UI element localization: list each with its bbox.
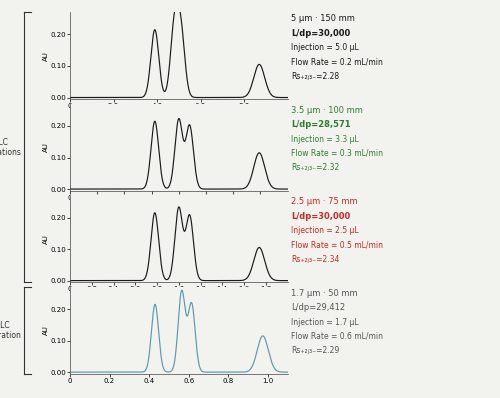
Text: Flow Rate = 0.3 mL/min: Flow Rate = 0.3 mL/min — [291, 149, 383, 158]
Y-axis label: AU: AU — [42, 234, 48, 244]
Text: L/dp=28,571: L/dp=28,571 — [291, 120, 350, 129]
Text: 2.0 min: 2.0 min — [254, 306, 288, 316]
Text: 4.0 min: 4.0 min — [254, 215, 288, 224]
Text: L/dp=30,000: L/dp=30,000 — [291, 29, 350, 38]
Text: Flow Rate = 0.2 mL/min: Flow Rate = 0.2 mL/min — [291, 57, 383, 66]
Text: 1.7 μm · 50 mm: 1.7 μm · 50 mm — [291, 289, 358, 298]
Text: Rs₊₂ⱼ₃₋=2.29: Rs₊₂ⱼ₃₋=2.29 — [291, 346, 339, 355]
Text: Injection = 3.3 μL: Injection = 3.3 μL — [291, 135, 359, 144]
Text: L/dp=30,000: L/dp=30,000 — [291, 212, 350, 221]
Text: 3.5 μm · 100 mm: 3.5 μm · 100 mm — [291, 106, 363, 115]
Text: UPLC
Separation: UPLC Separation — [0, 321, 22, 340]
Text: Injection = 1.7 μL: Injection = 1.7 μL — [291, 318, 358, 327]
Text: 2.5 μm · 75 mm: 2.5 μm · 75 mm — [291, 197, 358, 207]
Text: HPLC
Separations: HPLC Separations — [0, 138, 22, 157]
Y-axis label: AU: AU — [42, 142, 48, 152]
Text: Flow Rate = 0.6 mL/min: Flow Rate = 0.6 mL/min — [291, 332, 383, 341]
Text: 5 μm · 150 mm: 5 μm · 150 mm — [291, 14, 355, 23]
Y-axis label: AU: AU — [42, 326, 48, 335]
Text: L/dp=29,412: L/dp=29,412 — [291, 303, 345, 312]
Text: Rs₊₂ⱼ₃₋=2.28: Rs₊₂ⱼ₃₋=2.28 — [291, 72, 339, 81]
Text: Injection = 5.0 μL: Injection = 5.0 μL — [291, 43, 359, 52]
Text: Rs₊₂ⱼ₃₋=2.32: Rs₊₂ⱼ₃₋=2.32 — [291, 163, 339, 172]
Text: Flow Rate = 0.5 mL/min: Flow Rate = 0.5 mL/min — [291, 240, 383, 250]
Y-axis label: AU: AU — [42, 51, 48, 60]
Text: Injection = 2.5 μL: Injection = 2.5 μL — [291, 226, 358, 235]
Text: 10.0 min: 10.0 min — [248, 123, 288, 133]
Text: Rs₊₂ⱼ₃₋=2.34: Rs₊₂ⱼ₃₋=2.34 — [291, 255, 340, 264]
